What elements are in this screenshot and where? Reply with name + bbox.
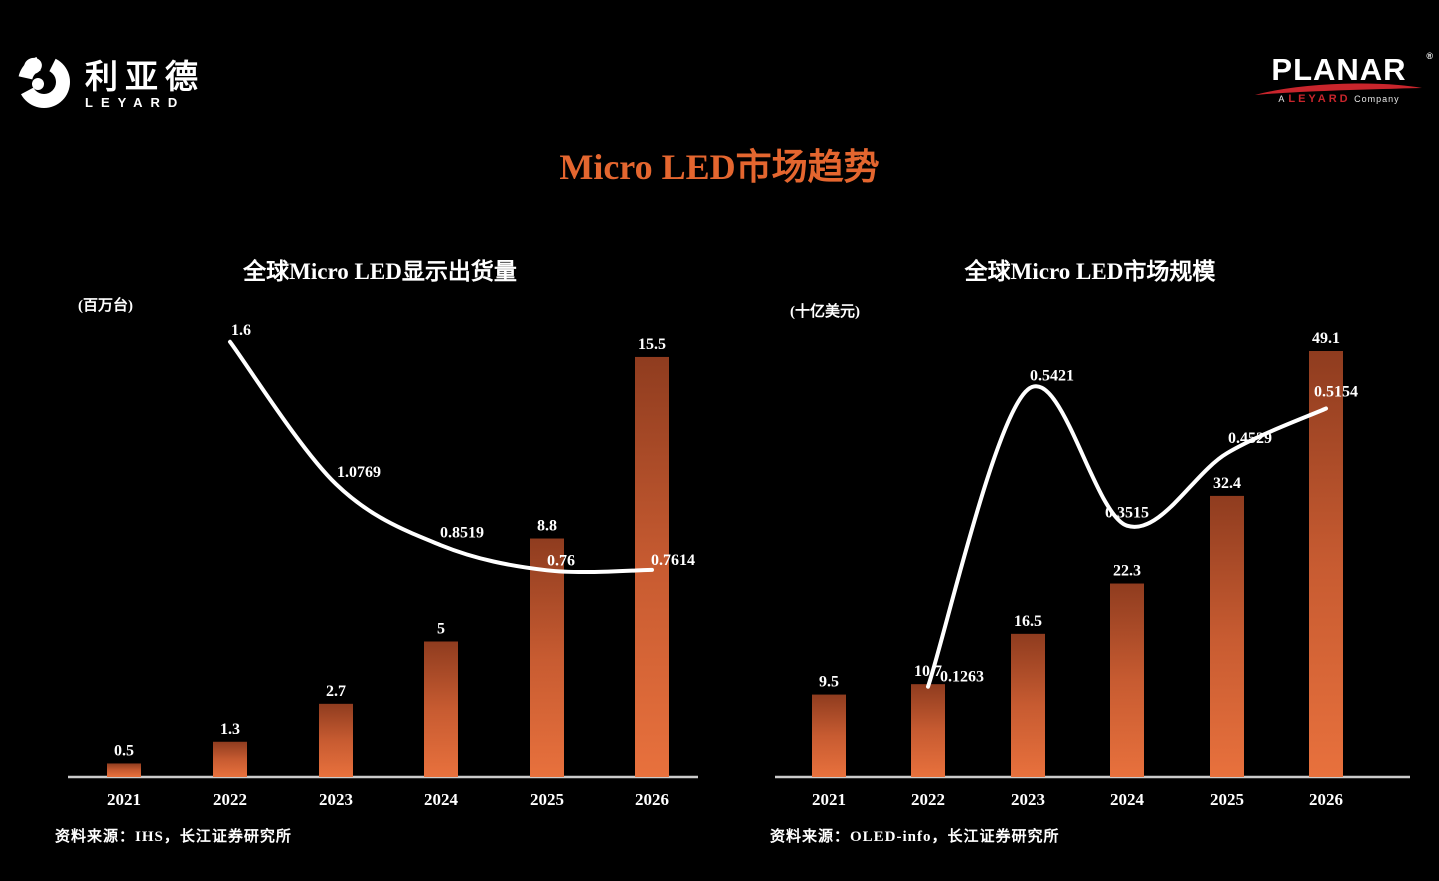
- shipments-chart-title: 全球Micro LED显示出货量: [243, 259, 517, 284]
- market-size-chart-canvas: 9.5 2021 10.7 2022 16.5 2023 22.3 2024 32.4 2025 4…: [775, 330, 1410, 809]
- category-label-2026: 2026: [1309, 790, 1343, 809]
- category-label-2021: 2021: [107, 790, 141, 809]
- line-value-label-2024: 0.3515: [1105, 505, 1149, 522]
- line-value-label-2022: 0.1263: [940, 669, 984, 686]
- bar-value-label-2025: 32.4: [1213, 475, 1241, 492]
- bar-value-label-2023: 2.7: [326, 683, 346, 700]
- bar-value-label-2022: 1.3: [220, 721, 240, 738]
- shipments-chart-canvas: 0.5 2021 1.3 2022 2.7 2023 5 2024 8.8 2025 15.5 202…: [68, 322, 698, 809]
- bar-2026: [635, 356, 669, 777]
- category-label-2022: 2022: [213, 790, 247, 809]
- category-label-2024: 2024: [424, 790, 459, 809]
- line-value-label-2026: 0.7614: [651, 552, 695, 569]
- line-value-label-2022: 1.6: [231, 322, 251, 339]
- bar-2024: [1110, 583, 1144, 777]
- bar-value-label-2024: 5: [437, 621, 445, 638]
- line-value-label-2025: 0.4529: [1228, 430, 1272, 447]
- slide-title: Micro LED市场趋势: [559, 147, 880, 187]
- trend-line: [926, 384, 1328, 689]
- bar-2023: [319, 703, 353, 777]
- registered-mark-icon: ®: [1426, 51, 1434, 61]
- bar-value-label-2022: 10.7: [914, 663, 942, 680]
- line-value-label-2025: 0.76: [547, 552, 575, 569]
- line-value-label-2023: 0.5421: [1030, 367, 1074, 384]
- market-size-chart: 全球Micro LED市场规模 (十亿美元) 9.5 2021 10.7 2022 16…: [760, 250, 1420, 850]
- bar-2021: [107, 763, 141, 777]
- category-label-2025: 2025: [530, 790, 564, 809]
- bar-2021: [812, 694, 846, 777]
- line-value-label-2024: 0.8519: [440, 524, 484, 541]
- bar-2025: [530, 538, 564, 777]
- bar-value-label-2021: 0.5: [114, 742, 134, 759]
- market-size-source-note: 资料来源：OLED-info，长江证券研究所: [770, 829, 1060, 845]
- line-value-label-2026: 0.5154: [1314, 383, 1358, 400]
- bar-2023: [1011, 633, 1045, 777]
- category-label-2025: 2025: [1210, 790, 1244, 809]
- bar-2022: [911, 684, 945, 777]
- planar-swoosh-icon: [1255, 83, 1422, 95]
- leyard-swirl-icon: [8, 48, 72, 115]
- category-label-2023: 2023: [1011, 790, 1045, 809]
- planar-logo: PLANAR ® A LEYARD Company: [1253, 51, 1434, 105]
- category-label-2021: 2021: [812, 790, 846, 809]
- bar-value-label-2024: 22.3: [1113, 563, 1141, 580]
- category-label-2022: 2022: [911, 790, 945, 809]
- bar-2026: [1309, 351, 1343, 777]
- bar-value-label-2023: 16.5: [1014, 613, 1042, 630]
- market-size-chart-title: 全球Micro LED市场规模: [964, 259, 1216, 284]
- bar-2024: [424, 641, 458, 777]
- leyard-cn-wordmark: 利亚德: [85, 58, 205, 95]
- leyard-logo: 利亚德 LEYARD: [8, 48, 205, 115]
- leyard-en-wordmark: LEYARD: [85, 95, 186, 110]
- planar-tagline-leyard: LEYARD: [1288, 93, 1351, 105]
- bar-value-label-2025: 8.8: [537, 518, 557, 535]
- bar-2022: [213, 741, 247, 777]
- bar-value-label-2026: 15.5: [638, 336, 666, 353]
- category-label-2026: 2026: [635, 790, 669, 809]
- category-label-2024: 2024: [1110, 790, 1145, 809]
- planar-wordmark: PLANAR ®: [1271, 51, 1434, 87]
- shipments-unit-label: (百万台): [78, 298, 133, 314]
- market-size-unit-label: (十亿美元): [790, 304, 860, 320]
- bar-value-label-2021: 9.5: [819, 674, 839, 691]
- category-label-2023: 2023: [319, 790, 353, 809]
- shipments-chart: 全球Micro LED显示出货量 (百万台) 0.5 2021 1.3 2022 2.7…: [50, 250, 710, 850]
- trend-line: [228, 339, 654, 575]
- shipments-source-note: 资料来源：IHS，长江证券研究所: [55, 829, 292, 845]
- bar-value-label-2026: 49.1: [1312, 330, 1340, 347]
- planar-tagline: A LEYARD Company: [1278, 93, 1400, 105]
- bar-2025: [1210, 495, 1244, 777]
- line-value-label-2023: 1.0769: [337, 464, 381, 481]
